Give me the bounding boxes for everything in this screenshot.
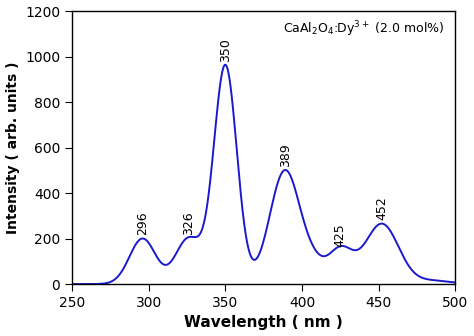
Text: 326: 326 [182,212,195,235]
Text: 425: 425 [334,223,347,247]
Text: 452: 452 [375,197,388,220]
Text: 350: 350 [219,38,232,62]
X-axis label: Wavelength ( nm ): Wavelength ( nm ) [184,316,343,330]
Text: 296: 296 [136,212,149,235]
Y-axis label: Intensity ( arb. units ): Intensity ( arb. units ) [6,61,19,234]
Text: 389: 389 [279,143,292,167]
Text: CaAl$_2$O$_4$:Dy$^{3+}$ (2.0 mol%): CaAl$_2$O$_4$:Dy$^{3+}$ (2.0 mol%) [283,19,444,39]
